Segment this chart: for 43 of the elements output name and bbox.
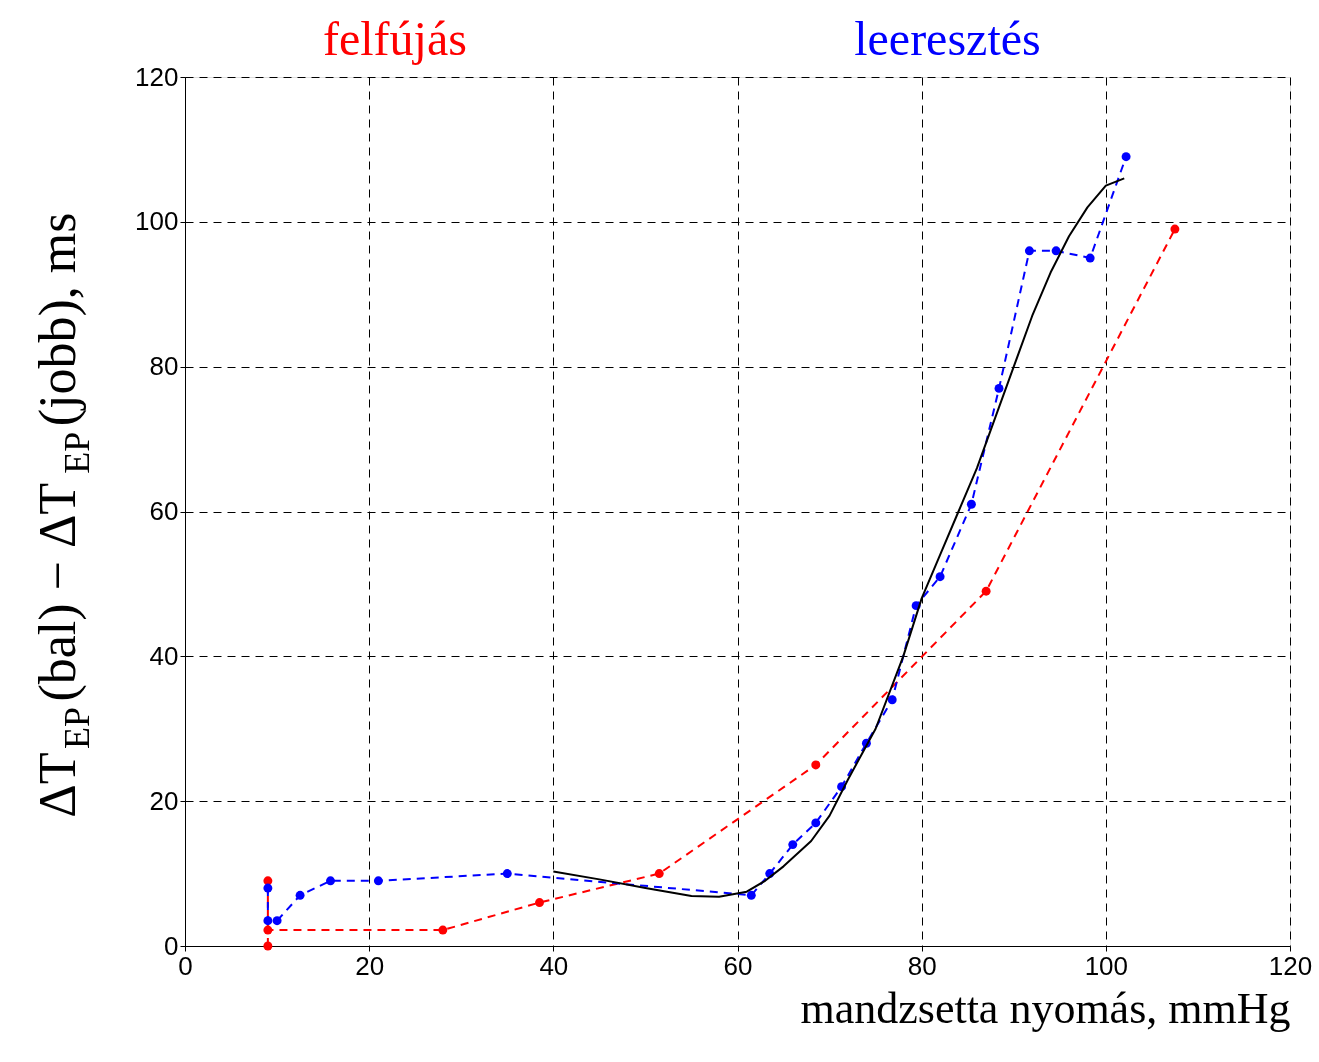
y-tick-label: 100 bbox=[135, 206, 179, 237]
y-tick-label: 20 bbox=[149, 785, 179, 816]
point bbox=[373, 876, 383, 886]
x-tick-label: 20 bbox=[355, 950, 385, 981]
y-tick-label: 80 bbox=[149, 351, 179, 382]
point bbox=[502, 869, 512, 879]
y-axis-title: ΔTEP(bal) − ΔTEP(jobb), ms bbox=[29, 212, 97, 818]
point bbox=[1170, 224, 1180, 234]
point bbox=[994, 383, 1004, 393]
point bbox=[263, 925, 273, 935]
point bbox=[438, 925, 448, 935]
point bbox=[887, 695, 897, 705]
x-tick-label: 60 bbox=[723, 950, 753, 981]
point bbox=[746, 890, 756, 900]
y-tick-label: 60 bbox=[149, 496, 179, 526]
point bbox=[1024, 246, 1034, 256]
x-tick-label: 100 bbox=[1084, 950, 1129, 981]
point bbox=[295, 890, 305, 900]
y-tick-label: 40 bbox=[149, 640, 179, 671]
point bbox=[263, 916, 273, 926]
point bbox=[263, 941, 273, 951]
x-tick-label: 40 bbox=[539, 950, 569, 981]
point bbox=[788, 840, 798, 850]
point bbox=[966, 499, 976, 509]
point bbox=[272, 916, 282, 926]
point bbox=[654, 869, 664, 879]
point bbox=[811, 818, 821, 828]
text: leeresztés bbox=[854, 12, 1041, 65]
y-tick-label: 120 bbox=[135, 61, 179, 92]
point bbox=[981, 586, 991, 596]
point bbox=[935, 572, 945, 582]
x-tick-label: 120 bbox=[1268, 950, 1313, 981]
point bbox=[535, 898, 544, 908]
point bbox=[1085, 253, 1095, 263]
y-tick-label: 0 bbox=[164, 930, 179, 961]
point bbox=[263, 883, 273, 893]
point bbox=[1051, 246, 1061, 256]
point bbox=[326, 876, 335, 886]
point bbox=[1121, 152, 1131, 162]
point bbox=[811, 760, 821, 770]
text: felfújás bbox=[322, 12, 467, 65]
x-axis-title: mandzsetta nyomás, mmHg bbox=[800, 983, 1291, 1033]
x-tick-label: 80 bbox=[907, 950, 937, 981]
